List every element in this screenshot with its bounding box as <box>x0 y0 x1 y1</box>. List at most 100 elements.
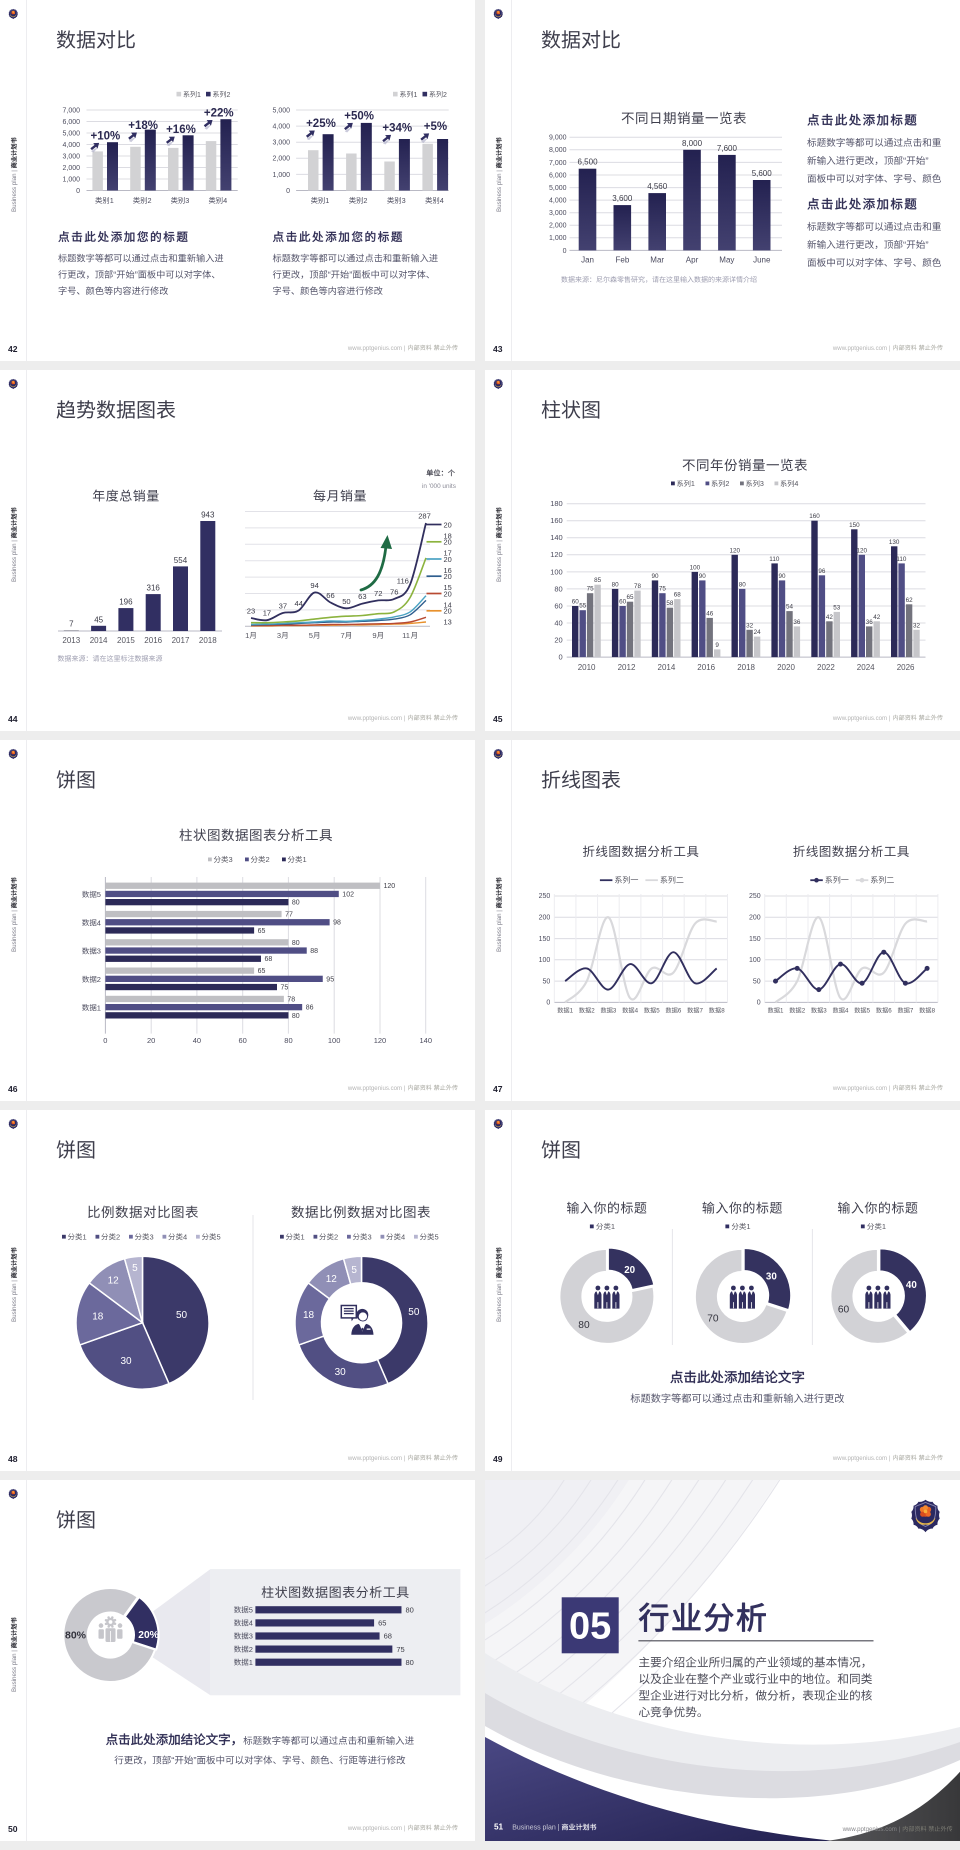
svg-text:0: 0 <box>559 653 563 662</box>
svg-text:1: 1 <box>691 479 695 488</box>
svg-text:6,000: 6,000 <box>549 172 567 179</box>
svg-text:1: 1 <box>301 1233 305 1242</box>
svg-text:2017: 2017 <box>172 636 190 645</box>
svg-text:www.pptgenius.com |: www.pptgenius.com | <box>832 1455 891 1462</box>
svg-text:2: 2 <box>443 92 447 99</box>
svg-text:68: 68 <box>674 592 682 599</box>
svg-text:8,000: 8,000 <box>682 139 703 148</box>
svg-text:3: 3 <box>249 1632 253 1641</box>
svg-text:0: 0 <box>757 1000 761 1007</box>
svg-text:6,000: 6,000 <box>63 119 81 126</box>
svg-text:1: 1 <box>882 1222 886 1231</box>
svg-text:130: 130 <box>889 539 900 546</box>
svg-text:90: 90 <box>652 573 660 580</box>
svg-text:3,600: 3,600 <box>612 194 633 203</box>
svg-text:1: 1 <box>746 1222 750 1231</box>
svg-text:www.pptgenius.com |: www.pptgenius.com | <box>842 1826 901 1833</box>
svg-text:13: 13 <box>444 618 452 627</box>
svg-text:120: 120 <box>374 1036 387 1045</box>
svg-text:+16%: +16% <box>166 124 196 136</box>
svg-text:3: 3 <box>368 1233 372 1242</box>
svg-text:+22%: +22% <box>204 108 234 120</box>
svg-text:18: 18 <box>303 1310 315 1321</box>
svg-text:+5%: +5% <box>424 121 447 133</box>
svg-text:”: ” <box>193 1756 196 1767</box>
svg-text:18: 18 <box>444 531 452 540</box>
svg-text:7,000: 7,000 <box>63 107 81 114</box>
svg-text:63: 63 <box>358 592 366 601</box>
svg-text:42: 42 <box>826 614 834 621</box>
svg-text:58: 58 <box>666 600 674 607</box>
svg-text:72: 72 <box>374 589 382 598</box>
svg-text:2020: 2020 <box>777 663 795 672</box>
svg-text:+25%: +25% <box>306 118 336 130</box>
svg-text:150: 150 <box>539 936 551 943</box>
svg-text:Apr: Apr <box>686 256 699 265</box>
svg-text:80: 80 <box>612 581 620 588</box>
svg-text:5: 5 <box>435 1233 439 1242</box>
svg-text:1: 1 <box>197 92 201 99</box>
svg-text:20: 20 <box>554 635 562 644</box>
svg-text:70: 70 <box>707 1313 719 1324</box>
svg-text:45: 45 <box>493 714 503 724</box>
svg-text:95: 95 <box>326 976 334 983</box>
svg-text:17: 17 <box>444 549 452 558</box>
svg-text:”: ” <box>925 156 928 167</box>
svg-text:20: 20 <box>444 572 452 581</box>
svg-text:7: 7 <box>69 620 74 629</box>
svg-text:+10%: +10% <box>91 130 121 142</box>
svg-text:8: 8 <box>721 1008 725 1015</box>
svg-text:140: 140 <box>420 1036 433 1045</box>
svg-text:1: 1 <box>83 1233 87 1242</box>
svg-text:46: 46 <box>8 1084 18 1094</box>
svg-text:15: 15 <box>444 583 452 592</box>
svg-text:0: 0 <box>563 248 567 255</box>
svg-text:20: 20 <box>444 520 452 529</box>
svg-text:7: 7 <box>700 1008 704 1015</box>
svg-text:80: 80 <box>406 1658 414 1667</box>
svg-text:4: 4 <box>249 1619 253 1628</box>
svg-text:20: 20 <box>444 589 452 598</box>
svg-text:20: 20 <box>444 538 452 547</box>
svg-text:+50%: +50% <box>344 110 374 122</box>
svg-text:55: 55 <box>579 603 587 610</box>
svg-text:120: 120 <box>857 547 868 554</box>
svg-text:40: 40 <box>906 1280 917 1291</box>
svg-text:40: 40 <box>554 618 562 627</box>
svg-text:102: 102 <box>342 891 354 898</box>
svg-text:96: 96 <box>818 568 826 575</box>
svg-text:88: 88 <box>310 948 318 955</box>
svg-text:20: 20 <box>444 607 452 616</box>
svg-text:2026: 2026 <box>897 663 915 672</box>
svg-text:Business plan |: Business plan | <box>11 1650 18 1692</box>
svg-text:18: 18 <box>92 1311 104 1322</box>
svg-text:5: 5 <box>351 1265 357 1276</box>
svg-text:80: 80 <box>406 1606 414 1615</box>
svg-text:36: 36 <box>866 619 874 626</box>
svg-text:5: 5 <box>217 1233 221 1242</box>
svg-text:11: 11 <box>402 631 410 640</box>
svg-text:May: May <box>719 256 734 265</box>
svg-text:68: 68 <box>384 1632 392 1641</box>
svg-text:160: 160 <box>809 513 820 520</box>
svg-text:44: 44 <box>295 599 303 608</box>
svg-text:2015: 2015 <box>117 636 135 645</box>
svg-text:200: 200 <box>539 914 551 921</box>
svg-text:86: 86 <box>306 1005 314 1012</box>
svg-text:53: 53 <box>833 604 841 611</box>
svg-text:42: 42 <box>8 344 18 354</box>
svg-text:4: 4 <box>223 196 227 205</box>
svg-text:”: ” <box>349 270 352 280</box>
svg-text:2: 2 <box>334 1233 338 1242</box>
svg-text:50: 50 <box>753 978 761 985</box>
svg-text:1: 1 <box>780 1008 784 1015</box>
svg-text:65: 65 <box>378 1619 386 1628</box>
svg-text:“: “ <box>903 156 906 167</box>
svg-text:2,000: 2,000 <box>549 223 567 230</box>
svg-text:116: 116 <box>397 577 409 586</box>
svg-text:www.pptgenius.com |: www.pptgenius.com | <box>347 1455 406 1462</box>
svg-text:44: 44 <box>8 714 18 724</box>
svg-text:www.pptgenius.com |: www.pptgenius.com | <box>832 1085 891 1092</box>
svg-text:0: 0 <box>76 188 80 195</box>
svg-text:5: 5 <box>249 1606 253 1615</box>
